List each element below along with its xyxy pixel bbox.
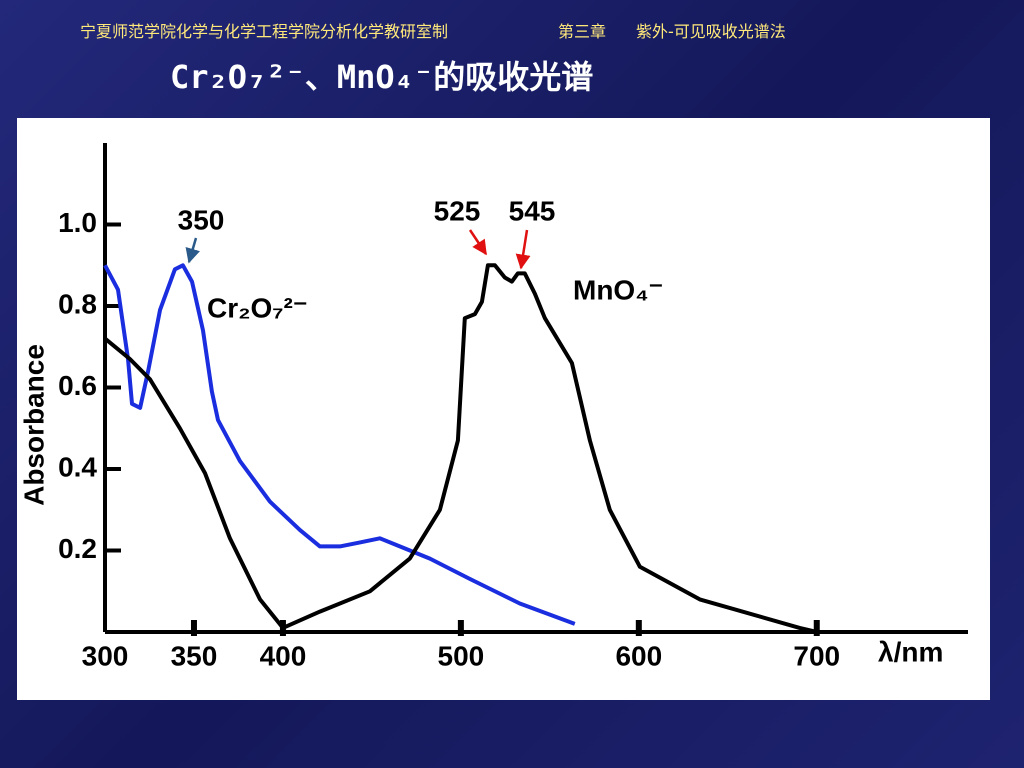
series-line <box>103 263 818 634</box>
x-tick-label: 350 <box>171 640 218 671</box>
x-tick-label: 500 <box>438 640 485 671</box>
series-line <box>103 263 576 626</box>
institution: 宁夏师范学院化学与化学工程学院分析化学教研室制 <box>80 22 449 41</box>
annotation: 350 <box>178 204 225 235</box>
y-tick-label: 1.0 <box>58 207 97 238</box>
y-axis-label: Absorbance <box>18 344 49 506</box>
chart-title: Cr₂O₇²⁻、MnO₄⁻的吸收光谱 <box>170 58 594 96</box>
x-axis-label: λ/nm <box>878 636 943 667</box>
chart-panel <box>17 118 990 700</box>
annotation-arrow <box>468 229 488 256</box>
x-tick-label: 700 <box>793 640 840 671</box>
annotation: 545 <box>509 195 556 226</box>
annotation-arrow <box>515 229 531 270</box>
y-tick-label: 0.6 <box>58 370 97 401</box>
annotation: 525 <box>434 195 481 226</box>
chapter: 第三章 <box>558 22 607 41</box>
series-label: MnO₄⁻ <box>573 274 663 305</box>
y-tick-label: 0.2 <box>58 533 97 564</box>
x-tick-label: 600 <box>615 640 662 671</box>
header: 宁夏师范学院化学与化学工程学院分析化学教研室制 第三章 紫外-可见吸收光谱法 <box>80 20 990 44</box>
series-label: Cr₂O₇²⁻ <box>207 292 308 323</box>
x-tick-label: 300 <box>82 640 129 671</box>
y-tick-label: 0.8 <box>58 288 97 319</box>
y-tick-label: 0.4 <box>58 451 97 482</box>
x-tick-label: 400 <box>260 640 307 671</box>
annotation-arrow <box>185 237 200 264</box>
topic: 紫外-可见吸收光谱法 <box>636 22 786 41</box>
